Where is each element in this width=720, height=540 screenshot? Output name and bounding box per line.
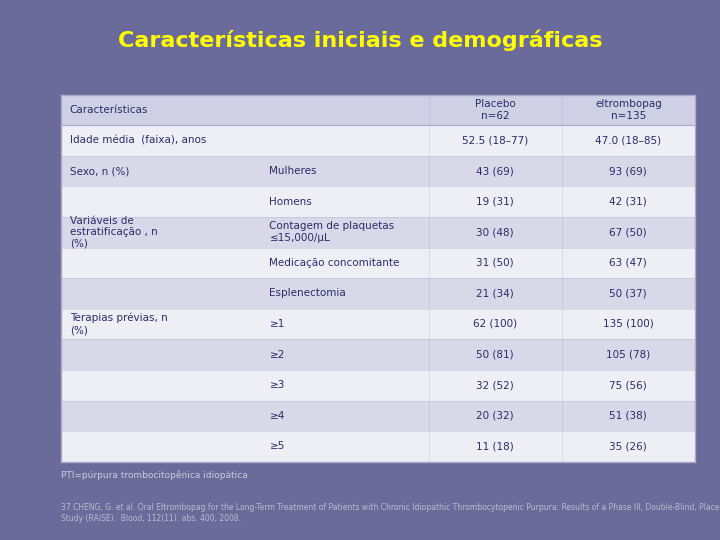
Bar [61,339,695,370]
Bar [61,217,695,247]
Text: 52.5 (18–77): 52.5 (18–77) [462,136,528,145]
Text: Terapias prévias, n
(%): Terapias prévias, n (%) [70,313,168,335]
Text: 30 (48): 30 (48) [477,227,514,237]
Text: 21 (34): 21 (34) [477,288,514,299]
Text: 11 (18): 11 (18) [477,441,514,451]
Text: 37.CHENG, G. et al. Oral Eltrombopag for the Long-Term Treatment of Patients wit: 37.CHENG, G. et al. Oral Eltrombopag for… [61,503,720,523]
Text: ≥3: ≥3 [269,380,285,390]
Text: Sexo, n (%): Sexo, n (%) [70,166,129,176]
Bar [61,156,695,186]
Bar [61,401,695,431]
Text: Características iniciais e demográficas: Características iniciais e demográficas [118,30,602,51]
Text: 63 (47): 63 (47) [609,258,647,268]
Text: 35 (26): 35 (26) [609,441,647,451]
Text: 20 (32): 20 (32) [477,411,514,421]
Text: 47.0 (18–85): 47.0 (18–85) [595,136,662,145]
Text: ≥2: ≥2 [269,349,285,360]
Text: PTI=púrpura trombocitopênica idiopática: PTI=púrpura trombocitopênica idiopática [61,471,248,481]
Text: eltrombopag
n=135: eltrombopag n=135 [595,99,662,120]
Text: ≥4: ≥4 [269,411,285,421]
Text: 105 (78): 105 (78) [606,349,650,360]
Text: 19 (31): 19 (31) [477,197,514,207]
Text: 42 (31): 42 (31) [609,197,647,207]
Text: 67 (50): 67 (50) [609,227,647,237]
Text: Contagem de plaquetas
≤15,000/µL: Contagem de plaquetas ≤15,000/µL [269,221,395,243]
Text: 32 (52): 32 (52) [477,380,514,390]
Text: 75 (56): 75 (56) [609,380,647,390]
Text: 62 (100): 62 (100) [473,319,517,329]
Text: Características: Características [70,105,148,115]
Text: 135 (100): 135 (100) [603,319,654,329]
Text: Mulheres: Mulheres [269,166,317,176]
Bar [61,278,695,309]
Text: 50 (37): 50 (37) [609,288,647,299]
Text: Idade média  (faixa), anos: Idade média (faixa), anos [70,136,206,145]
Text: Variáveis de
estratificação , n
(%): Variáveis de estratificação , n (%) [70,215,158,249]
Bar [61,94,695,462]
Text: Medicação concomitante: Medicação concomitante [269,258,400,268]
Text: 93 (69): 93 (69) [609,166,647,176]
Text: ≥1: ≥1 [269,319,285,329]
Text: ≥5: ≥5 [269,441,285,451]
Bar [61,94,695,125]
Text: Esplenectomia: Esplenectomia [269,288,346,299]
Text: 50 (81): 50 (81) [477,349,514,360]
Text: 43 (69): 43 (69) [477,166,514,176]
Text: Homens: Homens [269,197,312,207]
Text: 51 (38): 51 (38) [609,411,647,421]
Text: Placebo
n=62: Placebo n=62 [475,99,516,120]
Text: 31 (50): 31 (50) [477,258,514,268]
